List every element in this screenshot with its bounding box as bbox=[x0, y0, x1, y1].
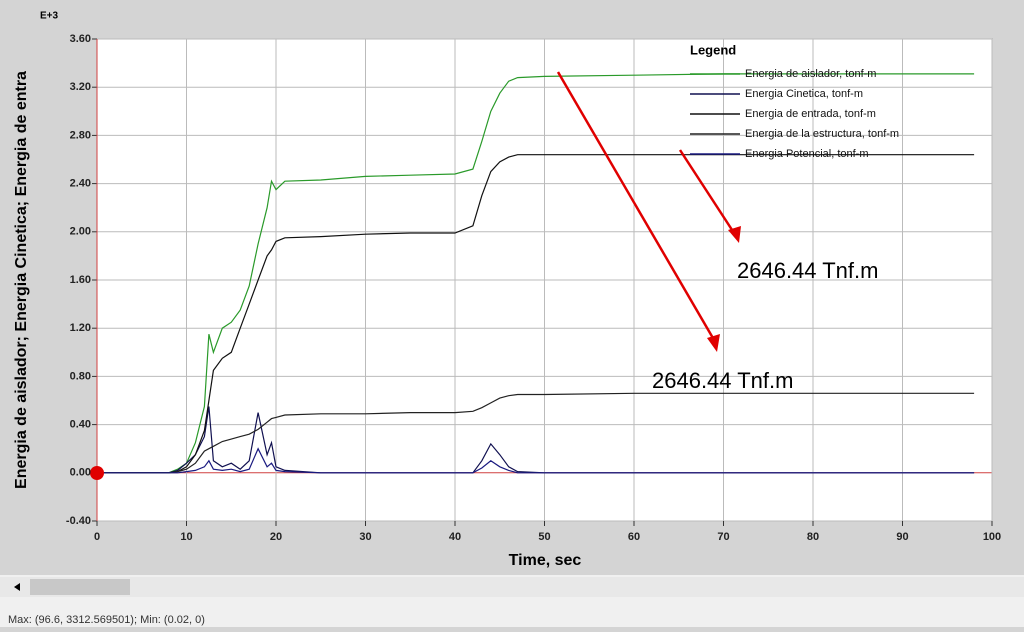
x-tick-label: 80 bbox=[807, 531, 819, 543]
y-tick-label: 1.60 bbox=[70, 274, 91, 286]
annotation: 2646.44 Tnf.m bbox=[737, 258, 878, 283]
scroll-left-button[interactable] bbox=[14, 583, 20, 591]
annotation: 2646.44 Tnf.m bbox=[652, 368, 793, 393]
x-tick-label: 100 bbox=[983, 531, 1001, 543]
legend-label: Energia de la estructura, tonf-m bbox=[745, 128, 899, 140]
arrow bbox=[556, 71, 719, 346]
x-tick-label: 60 bbox=[628, 531, 640, 543]
legend: Energia de aislador, tonf-m Energia Cinet… bbox=[690, 68, 899, 160]
series-line bbox=[97, 154, 975, 474]
legend-label: Energia de entrada, tonf-m bbox=[745, 108, 876, 120]
arrow bbox=[678, 149, 738, 237]
series-line bbox=[97, 73, 975, 474]
x-tick-label: 30 bbox=[359, 531, 371, 543]
x-tick-label: 70 bbox=[717, 531, 729, 543]
status-text: Max: (96.6, 3312.569501); Min: (0.02, 0) bbox=[8, 614, 205, 626]
legend-label: Energia Cinetica, tonf-m bbox=[745, 88, 863, 100]
arrowhead bbox=[707, 334, 720, 352]
series-lines bbox=[97, 73, 975, 474]
y-tick-label: 2.80 bbox=[70, 129, 91, 141]
series-line bbox=[97, 392, 975, 474]
y-tick-label: 2.00 bbox=[70, 226, 91, 238]
y-tick-label: 0.00 bbox=[70, 467, 91, 479]
x-tick-label: 40 bbox=[449, 531, 461, 543]
y-tick-label: 0.80 bbox=[70, 370, 91, 382]
y-tick-label: -0.40 bbox=[66, 515, 91, 527]
scroll-thumb[interactable] bbox=[30, 579, 130, 595]
y-tick-label: 3.20 bbox=[70, 81, 91, 93]
y-multiplier: E+3 bbox=[40, 11, 59, 22]
x-tick-label: 10 bbox=[180, 531, 192, 543]
scrollbar[interactable] bbox=[0, 577, 1024, 597]
x-axis-label: Time, sec bbox=[509, 552, 582, 569]
y-tick-label: 1.20 bbox=[70, 322, 91, 334]
y-axis-label: Energia de aislador; Energia Cinetica; E… bbox=[13, 71, 30, 489]
x-tick-label: 20 bbox=[270, 531, 282, 543]
x-tick-label: 50 bbox=[538, 531, 550, 543]
arrowhead bbox=[728, 226, 741, 243]
legend-title: Legend bbox=[690, 42, 736, 57]
origin-marker bbox=[90, 466, 104, 480]
y-tick-label: 0.40 bbox=[70, 419, 91, 431]
series-line bbox=[97, 447, 975, 474]
x-tick-label: 90 bbox=[896, 531, 908, 543]
legend-label: Energia de aislador, tonf-m bbox=[745, 68, 876, 80]
y-tick-label: 3.60 bbox=[70, 33, 91, 45]
x-tick-label: 0 bbox=[94, 531, 100, 543]
legend-label: Energia Potencial, tonf-m bbox=[745, 148, 869, 160]
y-tick-label: 2.40 bbox=[70, 178, 91, 190]
